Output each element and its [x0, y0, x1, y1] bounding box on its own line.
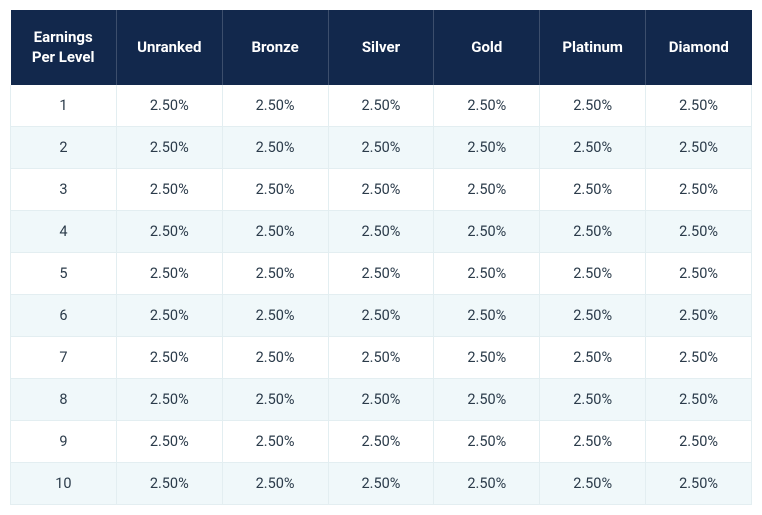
value-cell: 2.50%: [328, 337, 434, 379]
value-cell: 2.50%: [434, 295, 540, 337]
value-cell: 2.50%: [646, 169, 752, 211]
value-cell: 2.50%: [540, 379, 646, 421]
value-cell: 2.50%: [222, 421, 328, 463]
table-row: 22.50%2.50%2.50%2.50%2.50%2.50%: [11, 127, 752, 169]
value-cell: 2.50%: [328, 379, 434, 421]
value-cell: 2.50%: [328, 127, 434, 169]
value-cell: 2.50%: [540, 85, 646, 127]
value-cell: 2.50%: [646, 463, 752, 505]
value-cell: 2.50%: [116, 211, 222, 253]
earnings-table-container: Earnings Per LevelUnrankedBronzeSilverGo…: [10, 10, 752, 505]
value-cell: 2.50%: [116, 169, 222, 211]
value-cell: 2.50%: [646, 85, 752, 127]
value-cell: 2.50%: [116, 421, 222, 463]
value-cell: 2.50%: [222, 253, 328, 295]
value-cell: 2.50%: [540, 337, 646, 379]
value-cell: 2.50%: [328, 295, 434, 337]
value-cell: 2.50%: [116, 379, 222, 421]
header-cell-4: Gold: [434, 10, 540, 85]
value-cell: 2.50%: [646, 127, 752, 169]
value-cell: 2.50%: [328, 421, 434, 463]
value-cell: 2.50%: [434, 463, 540, 505]
value-cell: 2.50%: [540, 211, 646, 253]
value-cell: 2.50%: [116, 337, 222, 379]
value-cell: 2.50%: [116, 463, 222, 505]
value-cell: 2.50%: [328, 169, 434, 211]
value-cell: 2.50%: [222, 295, 328, 337]
value-cell: 2.50%: [434, 253, 540, 295]
level-cell: 10: [11, 463, 117, 505]
value-cell: 2.50%: [434, 421, 540, 463]
level-cell: 7: [11, 337, 117, 379]
table-row: 42.50%2.50%2.50%2.50%2.50%2.50%: [11, 211, 752, 253]
level-cell: 1: [11, 85, 117, 127]
value-cell: 2.50%: [222, 463, 328, 505]
level-cell: 6: [11, 295, 117, 337]
value-cell: 2.50%: [646, 295, 752, 337]
value-cell: 2.50%: [222, 337, 328, 379]
value-cell: 2.50%: [222, 211, 328, 253]
value-cell: 2.50%: [434, 211, 540, 253]
value-cell: 2.50%: [540, 169, 646, 211]
header-cell-2: Bronze: [222, 10, 328, 85]
table-row: 12.50%2.50%2.50%2.50%2.50%2.50%: [11, 85, 752, 127]
value-cell: 2.50%: [434, 85, 540, 127]
table-row: 52.50%2.50%2.50%2.50%2.50%2.50%: [11, 253, 752, 295]
level-cell: 2: [11, 127, 117, 169]
table-header: Earnings Per LevelUnrankedBronzeSilverGo…: [11, 10, 752, 85]
table-body: 12.50%2.50%2.50%2.50%2.50%2.50%22.50%2.5…: [11, 85, 752, 505]
header-cell-1: Unranked: [116, 10, 222, 85]
table-row: 92.50%2.50%2.50%2.50%2.50%2.50%: [11, 421, 752, 463]
value-cell: 2.50%: [540, 421, 646, 463]
value-cell: 2.50%: [540, 253, 646, 295]
value-cell: 2.50%: [646, 211, 752, 253]
value-cell: 2.50%: [434, 337, 540, 379]
level-cell: 5: [11, 253, 117, 295]
header-cell-6: Diamond: [646, 10, 752, 85]
value-cell: 2.50%: [328, 85, 434, 127]
level-cell: 4: [11, 211, 117, 253]
value-cell: 2.50%: [222, 379, 328, 421]
value-cell: 2.50%: [222, 85, 328, 127]
header-cell-0: Earnings Per Level: [11, 10, 117, 85]
value-cell: 2.50%: [328, 253, 434, 295]
value-cell: 2.50%: [646, 421, 752, 463]
level-cell: 8: [11, 379, 117, 421]
table-row: 102.50%2.50%2.50%2.50%2.50%2.50%: [11, 463, 752, 505]
value-cell: 2.50%: [646, 379, 752, 421]
table-row: 72.50%2.50%2.50%2.50%2.50%2.50%: [11, 337, 752, 379]
value-cell: 2.50%: [434, 169, 540, 211]
value-cell: 2.50%: [222, 127, 328, 169]
header-cell-3: Silver: [328, 10, 434, 85]
table-row: 32.50%2.50%2.50%2.50%2.50%2.50%: [11, 169, 752, 211]
value-cell: 2.50%: [434, 379, 540, 421]
value-cell: 2.50%: [540, 463, 646, 505]
value-cell: 2.50%: [646, 337, 752, 379]
value-cell: 2.50%: [540, 295, 646, 337]
value-cell: 2.50%: [328, 463, 434, 505]
table-row: 62.50%2.50%2.50%2.50%2.50%2.50%: [11, 295, 752, 337]
earnings-table: Earnings Per LevelUnrankedBronzeSilverGo…: [10, 10, 752, 505]
value-cell: 2.50%: [646, 253, 752, 295]
value-cell: 2.50%: [222, 169, 328, 211]
table-row: 82.50%2.50%2.50%2.50%2.50%2.50%: [11, 379, 752, 421]
value-cell: 2.50%: [116, 253, 222, 295]
value-cell: 2.50%: [328, 211, 434, 253]
level-cell: 9: [11, 421, 117, 463]
value-cell: 2.50%: [116, 127, 222, 169]
value-cell: 2.50%: [540, 127, 646, 169]
header-cell-5: Platinum: [540, 10, 646, 85]
value-cell: 2.50%: [116, 85, 222, 127]
header-row: Earnings Per LevelUnrankedBronzeSilverGo…: [11, 10, 752, 85]
level-cell: 3: [11, 169, 117, 211]
value-cell: 2.50%: [434, 127, 540, 169]
value-cell: 2.50%: [116, 295, 222, 337]
